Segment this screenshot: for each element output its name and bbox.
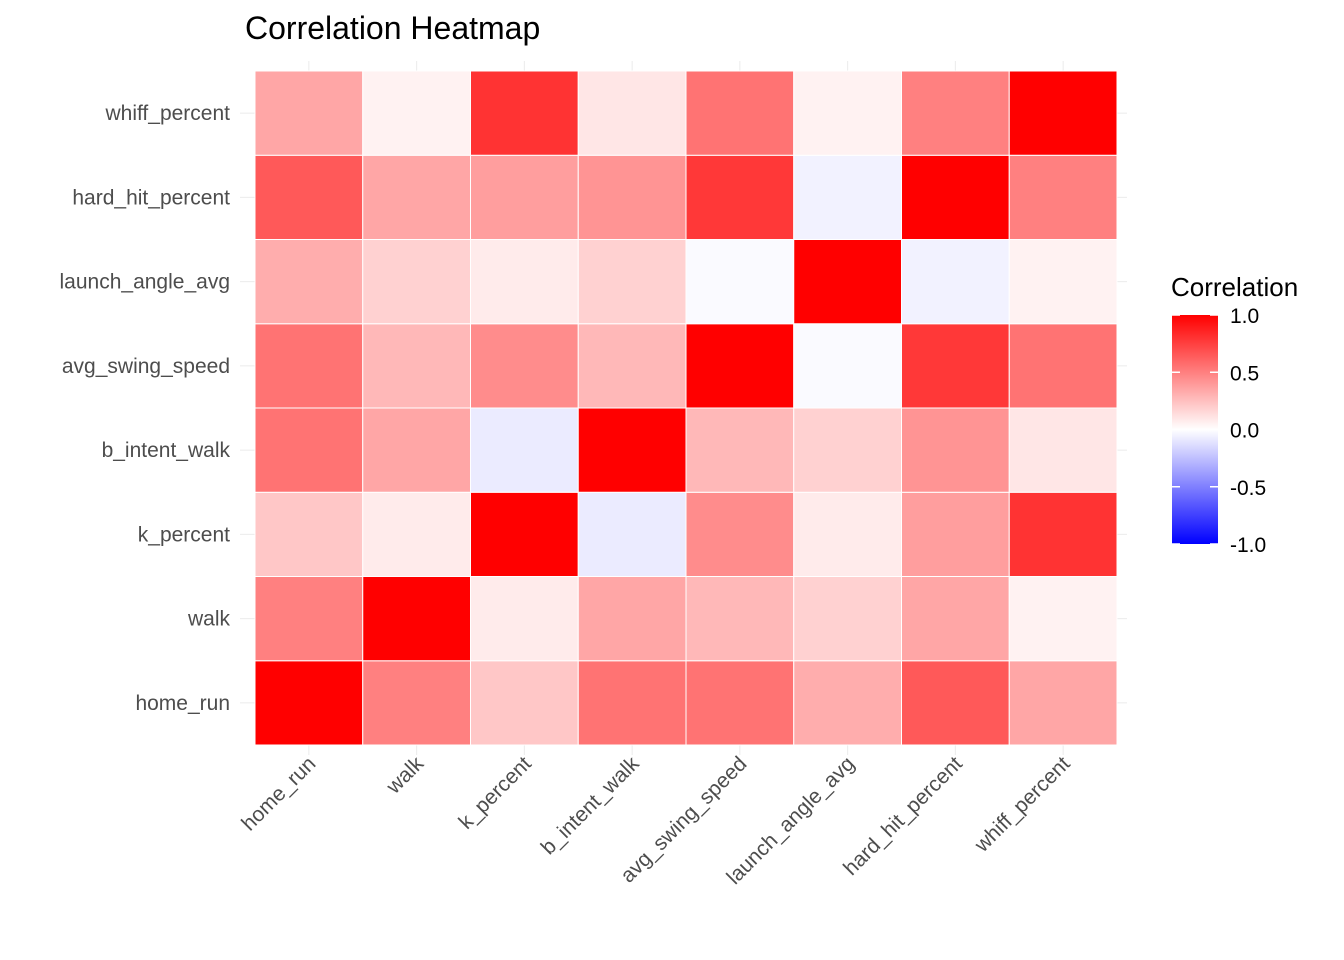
heatmap-cell-k_percent-walk <box>470 576 579 662</box>
heatmap-cell-b_intent_walk-home_run <box>577 660 687 746</box>
heatmap-cell-walk-home_run <box>362 660 471 746</box>
y-tick-label-whiff_percent: whiff_percent <box>104 102 230 125</box>
heatmap-cell-home_run-k_percent <box>254 491 364 577</box>
heatmap-cell-whiff_percent-launch_angle_avg <box>1008 239 1118 325</box>
heatmap-cell-walk-launch_angle_avg <box>362 239 471 325</box>
heatmap-cell-whiff_percent-avg_swing_speed <box>1008 323 1118 409</box>
heatmap-cell-whiff_percent-k_percent <box>1008 491 1118 577</box>
heatmap-cell-avg_swing_speed-hard_hit_percent <box>685 154 795 240</box>
heatmap-cell-walk-whiff_percent <box>362 70 471 156</box>
heatmap-cell-b_intent_walk-whiff_percent <box>577 70 687 156</box>
y-tick-label-b_intent_walk: b_intent_walk <box>102 439 231 462</box>
y-tick-label-hard_hit_percent: hard_hit_percent <box>72 186 230 209</box>
y-tick-label-k_percent: k_percent <box>138 523 230 546</box>
x-tick-label-k_percent: k_percent <box>454 752 536 834</box>
heatmap-cell-avg_swing_speed-walk <box>685 576 795 662</box>
heatmap-cell-hard_hit_percent-hard_hit_percent <box>901 154 1010 240</box>
legend-title: Correlation <box>1171 272 1298 302</box>
heatmap-cell-b_intent_walk-k_percent <box>577 491 687 577</box>
colorbar-legend: Correlation 1.0 0.5 0.0 -0.5 -1.0 <box>1171 272 1298 557</box>
heatmap-cell-whiff_percent-hard_hit_percent <box>1008 154 1118 240</box>
heatmap-cell-avg_swing_speed-avg_swing_speed <box>685 323 795 409</box>
legend-tick-label: 0.5 <box>1230 362 1259 385</box>
heatmap-cell-hard_hit_percent-home_run <box>901 660 1010 746</box>
heatmap-cell-b_intent_walk-b_intent_walk <box>577 407 687 493</box>
heatmap-cell-home_run-b_intent_walk <box>254 407 364 493</box>
heatmap-cell-k_percent-k_percent <box>470 491 579 577</box>
x-tick-label-b_intent_walk: b_intent_walk <box>537 752 644 859</box>
heatmap-cell-k_percent-hard_hit_percent <box>470 154 579 240</box>
heatmap-cell-k_percent-avg_swing_speed <box>470 323 579 409</box>
heatmap-cell-avg_swing_speed-whiff_percent <box>685 70 795 156</box>
heatmap-cell-b_intent_walk-walk <box>577 576 687 662</box>
chart-title: Correlation Heatmap <box>245 10 541 46</box>
heatmap-cell-whiff_percent-b_intent_walk <box>1008 407 1118 493</box>
heatmap-cell-hard_hit_percent-whiff_percent <box>901 70 1010 156</box>
heatmap-cell-hard_hit_percent-avg_swing_speed <box>901 323 1010 409</box>
heatmap-cell-k_percent-launch_angle_avg <box>470 239 579 325</box>
heatmap-cell-whiff_percent-whiff_percent <box>1008 70 1118 156</box>
heatmap-cell-walk-avg_swing_speed <box>362 323 471 409</box>
heatmap-cell-home_run-avg_swing_speed <box>254 323 364 409</box>
heatmap-cell-b_intent_walk-hard_hit_percent <box>577 154 687 240</box>
heatmap-cell-k_percent-home_run <box>470 660 579 746</box>
x-tick-label-hard_hit_percent: hard_hit_percent <box>839 752 967 880</box>
y-tick-label-avg_swing_speed: avg_swing_speed <box>62 355 230 378</box>
heatmap-cell-hard_hit_percent-b_intent_walk <box>901 407 1010 493</box>
y-tick-label-launch_angle_avg: launch_angle_avg <box>60 271 230 294</box>
heatmap-cell-launch_angle_avg-k_percent <box>793 491 902 577</box>
legend-tick-label: 1.0 <box>1230 305 1259 328</box>
heatmap-cell-whiff_percent-walk <box>1008 576 1118 662</box>
x-axis-tick-labels: home_run walk k_percent b_intent_walkavg_sw… <box>237 752 1074 889</box>
heatmap-cell-home_run-whiff_percent <box>254 70 364 156</box>
heatmap-cell-launch_angle_avg-launch_angle_avg <box>793 239 902 325</box>
heatmap-cell-home_run-walk <box>254 576 364 662</box>
heatmap-cell-home_run-launch_angle_avg <box>254 239 364 325</box>
heatmap-cell-avg_swing_speed-home_run <box>685 660 795 746</box>
heatmap-cell-walk-k_percent <box>362 491 471 577</box>
heatmap-cell-launch_angle_avg-b_intent_walk <box>793 407 902 493</box>
y-tick-label-home_run: home_run <box>135 692 230 715</box>
heatmap-cell-avg_swing_speed-k_percent <box>685 491 795 577</box>
heatmap-cell-launch_angle_avg-home_run <box>793 660 902 746</box>
heatmap-cell-k_percent-b_intent_walk <box>470 407 579 493</box>
heatmap-cell-launch_angle_avg-avg_swing_speed <box>793 323 902 409</box>
legend-tick-label: 0.0 <box>1230 420 1259 443</box>
x-tick-label-whiff_percent: whiff_percent <box>970 752 1075 857</box>
heatmap-cell-avg_swing_speed-launch_angle_avg <box>685 239 795 325</box>
heatmap-cell-launch_angle_avg-walk <box>793 576 902 662</box>
heatmap-cells <box>254 70 1118 746</box>
x-tick-label-walk: walk <box>381 752 428 799</box>
heatmap-cell-b_intent_walk-launch_angle_avg <box>577 239 687 325</box>
heatmap-cell-k_percent-whiff_percent <box>470 70 579 156</box>
heatmap-cell-home_run-home_run <box>254 660 364 746</box>
x-tick-label-home_run: home_run <box>237 752 320 835</box>
heatmap-cell-home_run-hard_hit_percent <box>254 154 364 240</box>
legend-tick-label: -0.5 <box>1230 477 1266 500</box>
heatmap-cell-whiff_percent-home_run <box>1008 660 1118 746</box>
heatmap-cell-walk-hard_hit_percent <box>362 154 471 240</box>
heatmap-cell-hard_hit_percent-launch_angle_avg <box>901 239 1010 325</box>
heatmap-cell-walk-walk <box>362 576 471 662</box>
heatmap-cell-walk-b_intent_walk <box>362 407 471 493</box>
heatmap-cell-launch_angle_avg-hard_hit_percent <box>793 154 902 240</box>
heatmap-cell-hard_hit_percent-k_percent <box>901 491 1010 577</box>
legend-tick-label: -1.0 <box>1230 534 1266 557</box>
heatmap-cell-b_intent_walk-avg_swing_speed <box>577 323 687 409</box>
heatmap-cell-hard_hit_percent-walk <box>901 576 1010 662</box>
heatmap-cell-launch_angle_avg-whiff_percent <box>793 70 902 156</box>
y-tick-label-walk: walk <box>187 608 231 631</box>
y-axis-tick-labels: home_run walk k_percent b_intent_walk avg_sw… <box>60 102 231 715</box>
heatmap-cell-avg_swing_speed-b_intent_walk <box>685 407 795 493</box>
